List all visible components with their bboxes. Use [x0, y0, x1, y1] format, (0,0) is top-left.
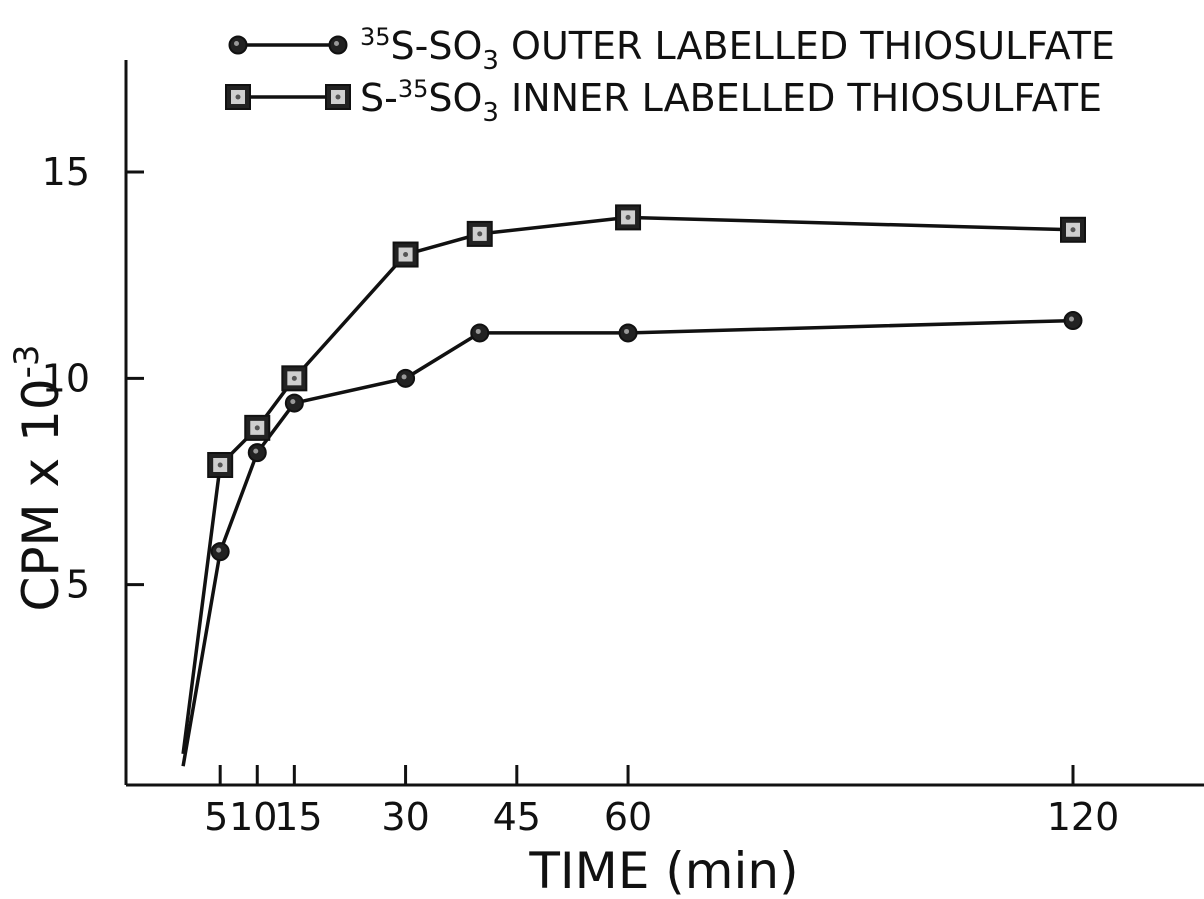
y-axis-title-main: CPM x 10	[12, 378, 70, 611]
series-line	[181, 318, 1074, 767]
square-marker-dot	[235, 94, 241, 100]
x-tick-label: 60	[604, 795, 652, 839]
data-point	[470, 323, 490, 343]
square-marker-dot	[1070, 227, 1076, 233]
legend-label: 35S-SO3 OUTER LABELLED THIOSULFATE	[360, 23, 1115, 76]
legend-item-outer: 35S-SO3 OUTER LABELLED THIOSULFATE	[228, 23, 1115, 76]
square-marker-dot	[291, 375, 297, 381]
x-tick-label: 10	[229, 795, 277, 839]
series-line	[181, 215, 1074, 755]
y-tick-label: 15	[42, 150, 90, 194]
circle-marker-highlight	[1069, 316, 1074, 322]
legend-superscript: 35	[360, 23, 391, 51]
series-inner	[181, 204, 1086, 755]
square-marker-body	[325, 84, 351, 110]
legend-marker	[328, 35, 348, 55]
square-marker-dot	[403, 252, 409, 258]
legend-rest: INNER LABELLED THIOSULFATE	[499, 76, 1102, 120]
square-marker-body	[207, 451, 234, 478]
legend-superscript: 35	[398, 75, 429, 103]
circle-marker-highlight	[624, 328, 630, 334]
data-point	[247, 443, 267, 463]
square-marker-body	[392, 241, 419, 268]
x-tick-label: 5	[204, 795, 228, 839]
x-axis-title: TIME (min)	[528, 842, 798, 899]
square-marker-body	[615, 204, 642, 231]
y-tick-label: 5	[66, 563, 90, 607]
data-point	[618, 323, 638, 343]
y-axis-title: CPM x 10-3	[7, 344, 70, 611]
data-point	[466, 220, 493, 247]
legend-prefix: S-	[360, 76, 398, 120]
legend-base: SO	[428, 76, 482, 120]
legend-item-inner: S-35SO3 INNER LABELLED THIOSULFATE	[225, 75, 1102, 128]
square-marker-dot	[335, 94, 341, 100]
y-tick-label: 10	[42, 356, 90, 400]
legend-rest: OUTER LABELLED THIOSULFATE	[499, 24, 1115, 68]
circle-marker-highlight	[475, 328, 481, 334]
data-point	[284, 393, 304, 413]
legend-subscript: 3	[482, 46, 499, 76]
circle-marker-highlight	[216, 547, 222, 553]
legend-base: S-SO	[391, 24, 483, 68]
data-point	[392, 241, 419, 268]
x-tick-label: 45	[493, 795, 541, 839]
legend-marker	[325, 84, 351, 110]
data-point	[210, 542, 230, 562]
circle-marker-highlight	[253, 448, 259, 454]
series-outer	[181, 311, 1083, 767]
square-marker-dot	[217, 462, 223, 468]
circle-marker-highlight	[234, 41, 239, 46]
legend-label: S-35SO3 INNER LABELLED THIOSULFATE	[360, 75, 1102, 128]
y-axis-title-exponent: -3	[7, 344, 47, 378]
x-tick-label: 15	[274, 795, 322, 839]
circle-marker-highlight	[401, 374, 407, 380]
data-point	[396, 368, 416, 388]
square-marker-dot	[625, 214, 631, 220]
square-marker-dot	[254, 425, 260, 431]
legend-subscript: 3	[482, 98, 499, 128]
legend-marker	[225, 84, 251, 110]
legend-marker	[228, 35, 248, 55]
data-point	[207, 451, 234, 478]
circle-marker-highlight	[290, 399, 296, 405]
data-point	[615, 204, 642, 231]
x-tick-label: 120	[1047, 795, 1120, 839]
data-point	[1063, 311, 1083, 331]
legend: 35S-SO3 OUTER LABELLED THIOSULFATES-35SO…	[225, 23, 1115, 128]
x-tick-label: 30	[381, 795, 429, 839]
data-point	[1060, 216, 1086, 243]
data-point	[281, 365, 308, 392]
square-marker-dot	[477, 231, 483, 237]
series-layer	[181, 204, 1086, 767]
circle-marker-highlight	[334, 41, 339, 46]
data-point	[244, 414, 271, 441]
